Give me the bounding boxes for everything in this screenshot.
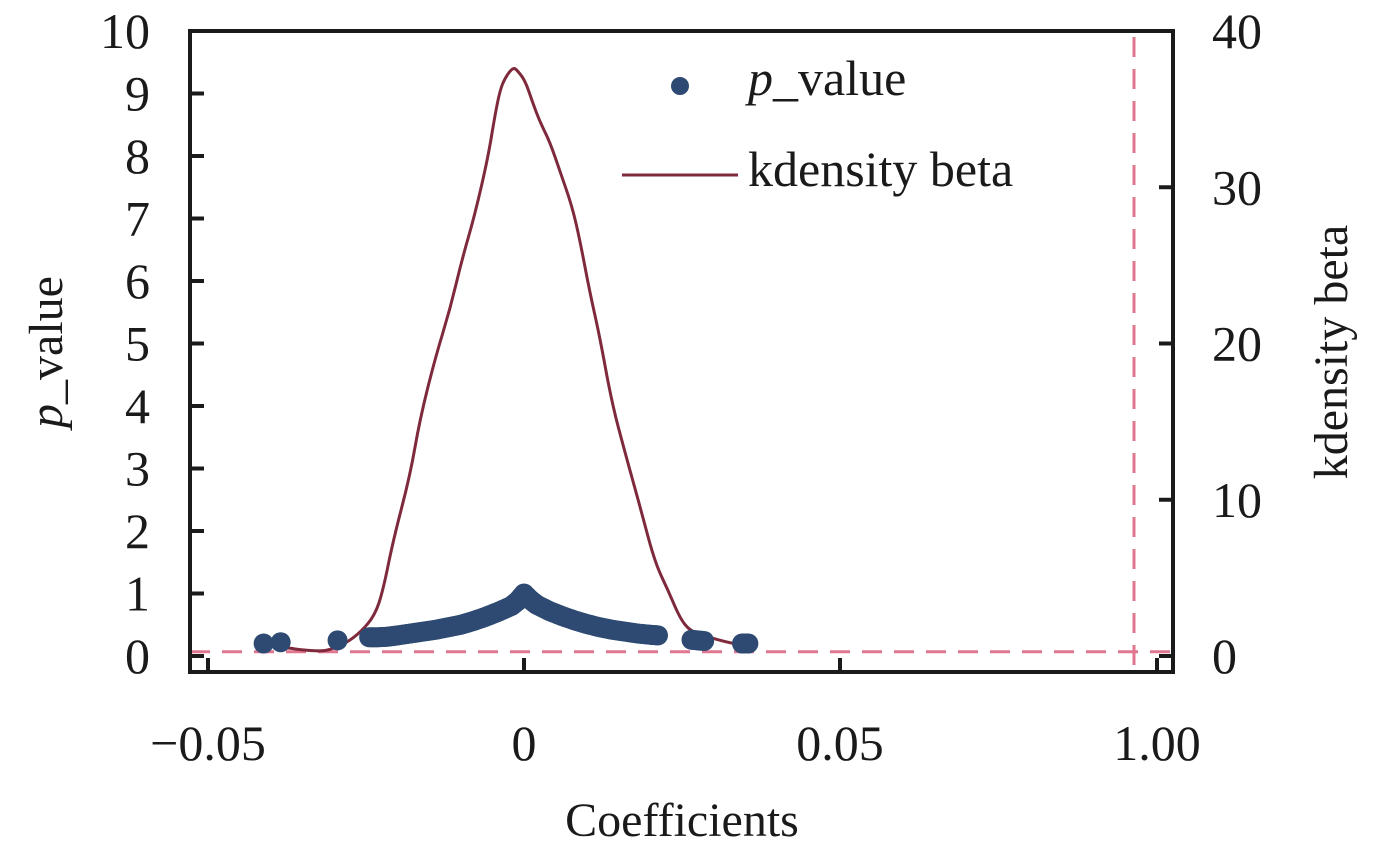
legend-label-p-italic: p <box>745 50 773 106</box>
plot-border <box>188 29 1175 674</box>
y-tick-label: 10 <box>100 3 150 59</box>
y2-tick-label: 10 <box>1212 472 1262 528</box>
y2-tick-label: 40 <box>1212 3 1262 59</box>
legend-marker-p-value <box>671 77 689 95</box>
density-layer <box>271 67 741 653</box>
y-tick-label: 7 <box>125 191 150 247</box>
legend-label-kdensity: kdensity beta <box>748 141 1013 197</box>
x-tick-label: 1.00 <box>1113 715 1201 771</box>
x-tick-label: 0 <box>512 715 537 771</box>
legend-label-p-value: p_value <box>745 50 906 106</box>
y2-tick-label: 20 <box>1212 316 1262 372</box>
kdensity-line <box>271 67 741 653</box>
scatter-point <box>327 630 348 651</box>
x-axis-title: Coefficients <box>565 794 799 847</box>
legend: p_value kdensity beta <box>622 50 1013 197</box>
y-tick-label: 5 <box>125 316 150 372</box>
x-tick-label: 0.05 <box>796 715 884 771</box>
x-tick-label: −0.05 <box>150 715 266 771</box>
y-tick-label: 3 <box>125 441 150 497</box>
y-tick-label: 8 <box>125 128 150 184</box>
y-tick-label: 6 <box>125 253 150 309</box>
scatter-point <box>253 633 274 654</box>
y2-axis-title: kdensity beta <box>1305 225 1358 480</box>
y2-tick-label: 0 <box>1212 628 1237 684</box>
y-tick-label: 1 <box>125 566 150 622</box>
y-axis-title: p_value <box>20 276 73 431</box>
y-tick-label: 4 <box>125 378 150 434</box>
scatter-layer <box>253 583 759 654</box>
y-axis-title-italic: p <box>20 404 73 431</box>
y-tick-label: 0 <box>125 628 150 684</box>
legend-label-p-rest: _value <box>772 50 906 106</box>
y-axis-title-rest: _value <box>20 276 73 405</box>
y-tick-label: 9 <box>125 66 150 122</box>
scatter-point <box>270 632 291 653</box>
y-tick-label: 2 <box>125 503 150 559</box>
scatter-point <box>647 625 668 646</box>
reference-lines <box>190 37 1173 672</box>
plot-frame <box>188 29 1175 674</box>
y2-tick-label: 30 <box>1212 159 1262 215</box>
scatter-point <box>738 633 759 654</box>
scatter-point <box>694 631 715 651</box>
